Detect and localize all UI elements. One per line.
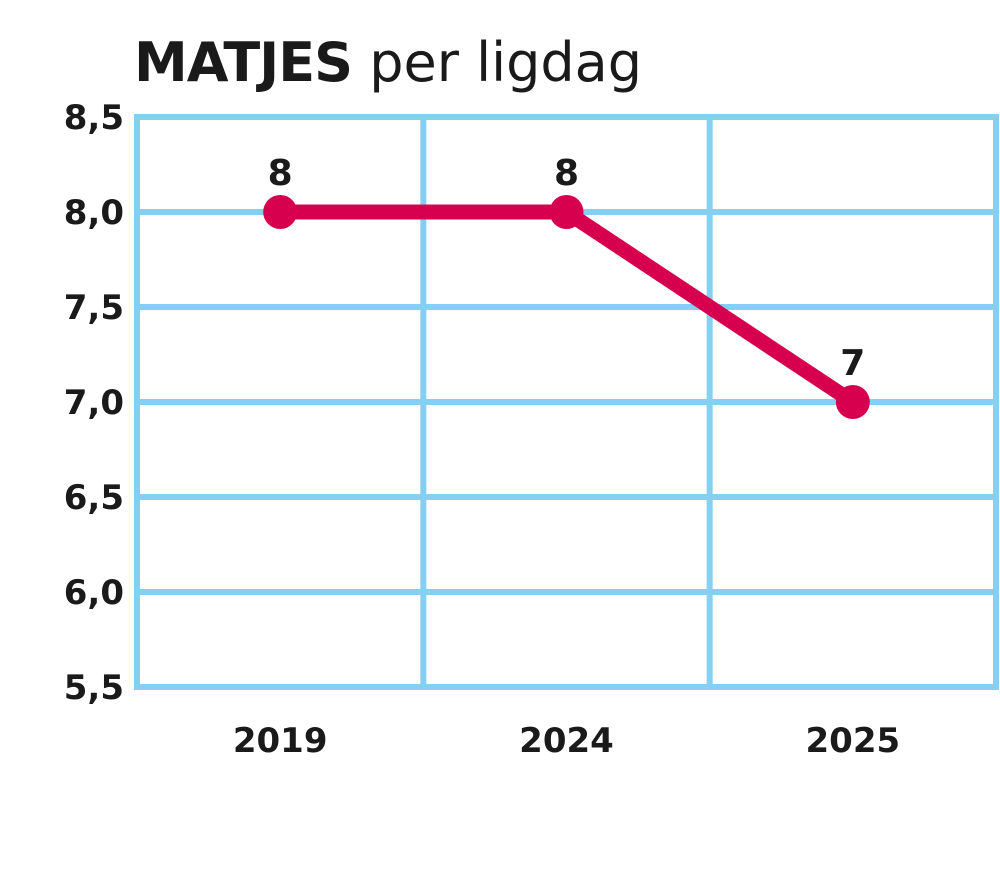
data-label: 8 [268, 153, 293, 194]
x-tick-label: 2019 [233, 721, 328, 761]
data-label: 7 [840, 343, 865, 384]
data-point [835, 385, 870, 419]
x-axis-ticks: 2019 2024 2025 [233, 721, 900, 761]
y-tick-label: 7,0 [64, 383, 124, 423]
data-point [549, 195, 584, 229]
chart-title-rest: per ligdag [369, 31, 643, 94]
data-point [263, 195, 298, 229]
chart-title: MATJES per ligdag [134, 28, 642, 98]
y-tick-label: 8,0 [64, 193, 124, 233]
chart-title-bold: MATJES [134, 31, 353, 94]
y-tick-label: 6,0 [64, 573, 124, 613]
x-tick-label: 2025 [806, 721, 901, 761]
y-tick-label: 7,5 [64, 288, 124, 328]
x-tick-label: 2024 [519, 721, 614, 761]
data-labels: 8 8 7 [268, 153, 866, 384]
data-label: 8 [554, 153, 579, 194]
y-tick-label: 8,5 [64, 98, 124, 138]
y-tick-label: 6,5 [64, 478, 124, 518]
y-tick-label: 5,5 [64, 668, 124, 708]
y-axis-ticks: 5,5 6,0 6,5 7,0 7,5 8,0 8,5 [64, 98, 124, 708]
series-matjes [263, 195, 870, 419]
